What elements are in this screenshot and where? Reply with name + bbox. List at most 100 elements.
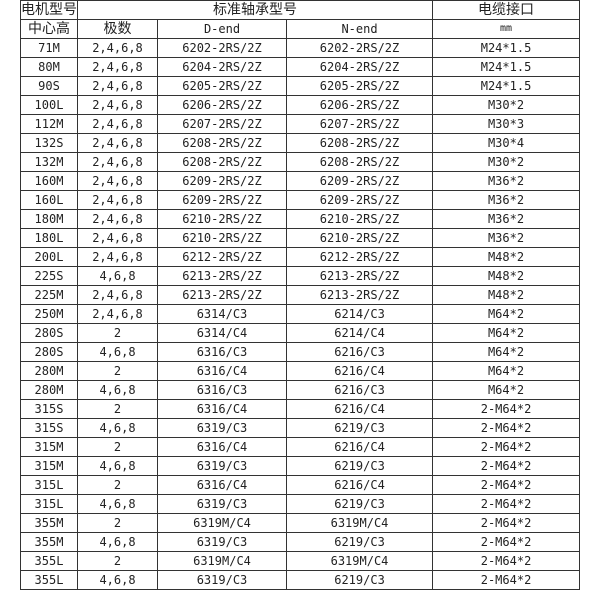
frame-size-cell: 315S — [20, 399, 78, 419]
d-end-bearing-cell: 6210-2RS/2Z — [157, 228, 287, 248]
poles-cell: 2,4,6,8 — [77, 228, 158, 248]
d-end-bearing-cell: 6316/C4 — [157, 437, 287, 457]
table-row: 280S 4,6,8 6316/C3 6216/C3 M64*2 — [20, 342, 581, 362]
cable-interface-cell: M64*2 — [432, 342, 581, 362]
frame-size-cell: 355L — [20, 570, 78, 590]
d-end-bearing-cell: 6205-2RS/2Z — [157, 76, 287, 96]
poles-cell: 4,6,8 — [77, 380, 158, 400]
n-end-bearing-cell: 6219/C3 — [285, 494, 434, 514]
n-end-bearing-cell: 6202-2RS/2Z — [285, 38, 434, 58]
frame-size-cell: 315M — [20, 456, 78, 476]
frame-size-cell: 200L — [20, 247, 78, 267]
table-row: 315L 2 6316/C4 6216/C4 2-M64*2 — [20, 475, 581, 495]
cable-interface-cell: M48*2 — [432, 247, 581, 267]
d-end-bearing-cell: 6316/C4 — [157, 475, 287, 495]
table-row: 355M 4,6,8 6319/C3 6219/C3 2-M64*2 — [20, 532, 581, 552]
n-end-bearing-cell: 6213-2RS/2Z — [285, 285, 434, 305]
poles-cell: 2 — [77, 475, 158, 495]
table-row: 71M 2,4,6,8 6202-2RS/2Z 6202-2RS/2Z M24*1.5 — [20, 38, 581, 58]
table-row: 280M 4,6,8 6316/C3 6216/C3 M64*2 — [20, 380, 581, 400]
d-end-bearing-cell: 6319/C3 — [157, 570, 287, 590]
poles-cell: 2,4,6,8 — [77, 76, 158, 96]
d-end-bearing-cell: 6319/C3 — [157, 532, 287, 552]
n-end-bearing-cell: 6216/C4 — [285, 361, 434, 381]
n-end-bearing-cell: 6209-2RS/2Z — [285, 171, 434, 191]
cable-interface-cell: 2-M64*2 — [432, 570, 581, 590]
d-end-bearing-cell: 6319M/C4 — [157, 551, 287, 571]
n-end-bearing-cell: 6216/C4 — [285, 475, 434, 495]
poles-cell: 2,4,6,8 — [77, 152, 158, 172]
table-row: 355L 4,6,8 6319/C3 6219/C3 2-M64*2 — [20, 570, 581, 590]
cable-interface-cell: M64*2 — [432, 323, 581, 343]
d-end-bearing-cell: 6209-2RS/2Z — [157, 190, 287, 210]
d-end-bearing-cell: 6316/C4 — [157, 399, 287, 419]
n-end-bearing-cell: 6207-2RS/2Z — [285, 114, 434, 134]
header-row-2: 中心高 极数 D-end N-end mm — [20, 19, 581, 39]
n-end-bearing-cell: 6219/C3 — [285, 418, 434, 438]
poles-cell: 4,6,8 — [77, 456, 158, 476]
frame-size-cell: 315L — [20, 494, 78, 514]
poles-cell: 2 — [77, 513, 158, 533]
frame-size-cell: 132S — [20, 133, 78, 153]
cable-interface-cell: M30*3 — [432, 114, 581, 134]
frame-size-cell: 160M — [20, 171, 78, 191]
table-row: 180M 2,4,6,8 6210-2RS/2Z 6210-2RS/2Z M36*2 — [20, 209, 581, 229]
frame-size-cell: 80M — [20, 57, 78, 77]
frame-size-cell: 100L — [20, 95, 78, 115]
poles-cell: 2,4,6,8 — [77, 247, 158, 267]
cable-interface-cell: M36*2 — [432, 171, 581, 191]
frame-size-cell: 355M — [20, 532, 78, 552]
n-end-bearing-cell: 6205-2RS/2Z — [285, 76, 434, 96]
cable-interface-cell: 2-M64*2 — [432, 513, 581, 533]
n-end-bearing-cell: 6219/C3 — [285, 570, 434, 590]
n-end-bearing-cell: 6216/C3 — [285, 380, 434, 400]
n-end-bearing-cell: 6210-2RS/2Z — [285, 228, 434, 248]
poles-cell: 2,4,6,8 — [77, 133, 158, 153]
cable-interface-cell: M64*2 — [432, 361, 581, 381]
table-row: 315S 4,6,8 6319/C3 6219/C3 2-M64*2 — [20, 418, 581, 438]
cable-interface-cell: M36*2 — [432, 190, 581, 210]
frame-size-cell: 160L — [20, 190, 78, 210]
n-end-bearing-cell: 6319M/C4 — [285, 551, 434, 571]
cable-interface-cell: M24*1.5 — [432, 57, 581, 77]
poles-cell: 2,4,6,8 — [77, 38, 158, 58]
d-end-bearing-cell: 6207-2RS/2Z — [157, 114, 287, 134]
cable-interface-cell: M36*2 — [432, 209, 581, 229]
n-end-bearing-cell: 6210-2RS/2Z — [285, 209, 434, 229]
d-end-bearing-cell: 6314/C4 — [157, 323, 287, 343]
table-row: 280M 2 6316/C4 6216/C4 M64*2 — [20, 361, 581, 381]
frame-size-cell: 315M — [20, 437, 78, 457]
table-row: 315M 4,6,8 6319/C3 6219/C3 2-M64*2 — [20, 456, 581, 476]
poles-cell: 2,4,6,8 — [77, 209, 158, 229]
d-end-bearing-cell: 6212-2RS/2Z — [157, 247, 287, 267]
d-end-bearing-cell: 6316/C3 — [157, 380, 287, 400]
table-row: 315L 4,6,8 6319/C3 6219/C3 2-M64*2 — [20, 494, 581, 514]
table-row: 132S 2,4,6,8 6208-2RS/2Z 6208-2RS/2Z M30*4 — [20, 133, 581, 153]
cable-interface-cell: M24*1.5 — [432, 76, 581, 96]
d-end-bearing-cell: 6314/C3 — [157, 304, 287, 324]
table-row: 200L 2,4,6,8 6212-2RS/2Z 6212-2RS/2Z M48*2 — [20, 247, 581, 267]
frame-size-cell: 132M — [20, 152, 78, 172]
poles-cell: 2,4,6,8 — [77, 95, 158, 115]
header-motor-model: 电机型号 — [20, 0, 78, 20]
d-end-bearing-cell: 6316/C3 — [157, 342, 287, 362]
n-end-bearing-cell: 6214/C4 — [285, 323, 434, 343]
poles-cell: 2,4,6,8 — [77, 190, 158, 210]
d-end-bearing-cell: 6319M/C4 — [157, 513, 287, 533]
cable-interface-cell: M30*2 — [432, 95, 581, 115]
table-row: 355M 2 6319M/C4 6319M/C4 2-M64*2 — [20, 513, 581, 533]
poles-cell: 2 — [77, 361, 158, 381]
header-row-1: 电机型号 标准轴承型号 电缆接口 — [20, 0, 581, 20]
table-row: 250M 2,4,6,8 6314/C3 6214/C3 M64*2 — [20, 304, 581, 324]
n-end-bearing-cell: 6204-2RS/2Z — [285, 57, 434, 77]
d-end-bearing-cell: 6204-2RS/2Z — [157, 57, 287, 77]
d-end-bearing-cell: 6206-2RS/2Z — [157, 95, 287, 115]
poles-cell: 2,4,6,8 — [77, 285, 158, 305]
n-end-bearing-cell: 6214/C3 — [285, 304, 434, 324]
frame-size-cell: 180L — [20, 228, 78, 248]
d-end-bearing-cell: 6319/C3 — [157, 494, 287, 514]
cable-interface-cell: 2-M64*2 — [432, 399, 581, 419]
cable-interface-cell: M36*2 — [432, 228, 581, 248]
cable-interface-cell: 2-M64*2 — [432, 551, 581, 571]
n-end-bearing-cell: 6208-2RS/2Z — [285, 152, 434, 172]
